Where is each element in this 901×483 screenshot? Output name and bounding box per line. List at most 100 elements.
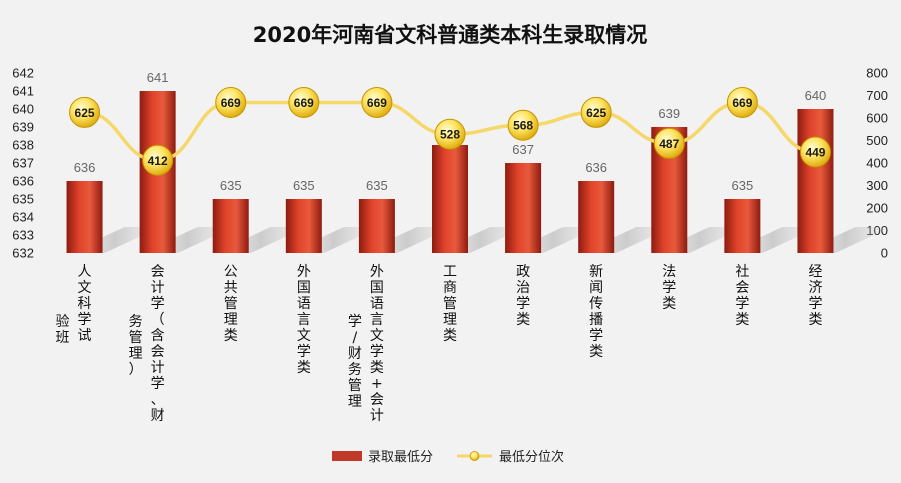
line-dot-label: 669: [732, 96, 752, 110]
category-label-char: 类: [224, 328, 238, 344]
category-label-char: 传: [589, 296, 603, 312]
category-label-char: 商: [443, 280, 457, 296]
bar-value-label: 641: [147, 70, 169, 85]
category-label-char: 计: [370, 408, 384, 424]
category-label-char: 语: [370, 296, 384, 312]
left-axis-tick-label: 642: [12, 66, 34, 81]
category-label-char: 闻: [589, 280, 603, 296]
bar-value-label: 637: [512, 142, 534, 157]
category-label-char: 科: [78, 296, 92, 312]
category-label-char: 文: [370, 328, 384, 344]
bar-value-labels: 636641635635635638637636639635640: [74, 70, 827, 193]
category-label-char: 公: [224, 264, 238, 280]
category-label-char: 类: [808, 312, 822, 328]
right-axis: 0100200300400500600700800: [866, 66, 888, 261]
category-label-char: 班: [56, 330, 70, 346]
bar: [212, 199, 249, 253]
chart-title: 2020年河南省文科普通类本科生录取情况: [253, 23, 647, 47]
category-label-char: 新: [589, 264, 603, 280]
category-label-char: 会: [370, 392, 384, 408]
category-label-char: （: [151, 312, 165, 328]
bar: [432, 145, 468, 253]
line-dot-label: 669: [221, 96, 241, 110]
line-dot: [142, 144, 174, 176]
bar-value-label: 635: [366, 178, 388, 193]
left-axis-tick-label: 635: [12, 192, 34, 207]
category-label-char: 学: [370, 344, 384, 360]
line-dot: [69, 96, 101, 128]
category-label-char: 务: [348, 362, 362, 378]
legend-bar-swatch: [332, 451, 362, 461]
category-label-char: 学: [348, 314, 362, 330]
bar-series: [66, 91, 834, 253]
bar-value-label: 635: [220, 178, 242, 193]
line-dot: [507, 109, 539, 141]
right-axis-tick-label: 0: [881, 246, 888, 261]
category-labels: 人文科学试验班会计学（含会计学、财务管理）公共管理类外国语言文学类外国语言文学类…: [56, 264, 823, 424]
left-axis-tick-label: 641: [12, 84, 34, 99]
category-label-char: 外: [297, 264, 311, 280]
category-label-char: 法: [662, 264, 676, 280]
category-label-char: 理: [348, 394, 362, 410]
category-label-char: 国: [297, 280, 311, 296]
line-dot-label: 669: [367, 96, 387, 110]
category-label-char: 管: [443, 296, 457, 312]
legend-line-dot: [469, 451, 480, 461]
category-label-char: 理: [129, 346, 143, 362]
bar-value-label: 636: [585, 160, 607, 175]
category-label-char: 国: [370, 280, 384, 296]
line-dot: [726, 86, 758, 118]
bar-value-label: 635: [732, 178, 754, 193]
category-label-char: 类: [516, 312, 530, 328]
category-label-char: 试: [78, 328, 92, 344]
right-axis-tick-label: 500: [866, 133, 888, 148]
legend-bar-label: 录取最低分: [368, 450, 433, 465]
category-label-char: 类: [589, 344, 603, 360]
category-label-char: 含: [151, 328, 165, 344]
category-label-char: 文: [78, 280, 92, 296]
category-label-char: 学: [735, 296, 749, 312]
category-label-char: 财: [348, 346, 362, 362]
category-label-char: 类: [370, 360, 384, 376]
category-label-char: +: [371, 376, 383, 392]
line-dot-label: 625: [75, 106, 95, 120]
left-axis-tick-label: 639: [12, 120, 34, 135]
left-axis-tick-label: 636: [12, 174, 34, 189]
category-label-char: 经: [808, 264, 822, 280]
bar-value-label: 636: [74, 160, 96, 175]
category-label-char: 会: [735, 280, 749, 296]
category-label-char: ）: [129, 362, 143, 378]
right-axis-tick-label: 200: [866, 201, 888, 216]
line-dot-label: 669: [294, 96, 314, 110]
category-label-char: 学: [516, 296, 530, 312]
category-label-char: 计: [151, 280, 165, 296]
category-label-char: 会: [151, 264, 165, 280]
category-label-char: 学: [78, 312, 92, 328]
legend-line-label: 最低分位次: [499, 449, 564, 465]
bar-value-label: 639: [658, 106, 680, 121]
left-axis-tick-label: 640: [12, 102, 34, 117]
line-dots: 625 412 669 669 669 528 568 625 487 669 449: [69, 86, 831, 176]
category-label-char: 治: [516, 280, 530, 296]
line-dot-label: 449: [805, 145, 825, 159]
bar: [358, 199, 395, 253]
category-label-char: 验: [56, 314, 70, 330]
right-axis-tick-label: 400: [866, 156, 888, 171]
line-dot: [361, 86, 393, 118]
category-label-char: 政: [516, 264, 530, 280]
left-axis-tick-label: 633: [12, 228, 34, 243]
line-dot-label: 625: [586, 106, 606, 120]
bar: [285, 199, 322, 253]
category-label-char: 类: [662, 296, 676, 312]
category-label-char: 语: [297, 296, 311, 312]
category-label-char: 文: [297, 328, 311, 344]
category-label-char: 言: [370, 312, 384, 328]
category-label-char: 类: [443, 328, 457, 344]
category-label-char: 学: [151, 376, 165, 392]
category-label-char: 学: [151, 296, 165, 312]
line-dot: [653, 127, 685, 159]
category-label-char: 类: [735, 312, 749, 328]
category-label-char: 类: [297, 360, 311, 376]
